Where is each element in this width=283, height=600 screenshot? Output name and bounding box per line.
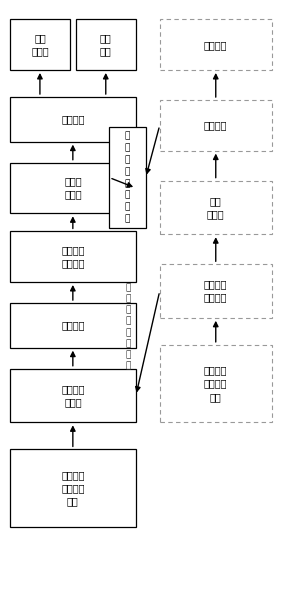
Bar	[160, 264, 272, 318]
Bar	[160, 100, 272, 151]
Bar	[109, 127, 146, 229]
Text: 回收
铝材: 回收 铝材	[100, 33, 112, 56]
Bar	[10, 97, 136, 142]
Bar	[10, 303, 136, 348]
Bar	[10, 163, 136, 214]
Bar	[10, 368, 136, 422]
Text: 碱洗废液
处理回收
系统: 碱洗废液 处理回收 系统	[61, 470, 85, 506]
Text: 水　　滤: 水 滤	[204, 121, 228, 130]
Bar	[160, 345, 272, 422]
Text: 水　　滤: 水 滤	[61, 115, 85, 124]
Bar	[10, 232, 136, 282]
Text: 酸　　液
压　　滤: 酸 液 压 滤	[204, 280, 228, 302]
Text: 加　碱
析　出: 加 碱 析 出	[64, 176, 82, 200]
Text: 固液
分离处: 固液 分离处	[207, 196, 225, 219]
Bar	[10, 19, 70, 70]
Text: 酸
洗
废
液
处
理
系
统: 酸 洗 废 液 处 理 系 统	[125, 284, 131, 370]
Text: 碱　　液: 碱 液	[61, 320, 85, 331]
Bar	[160, 181, 272, 235]
Bar	[76, 19, 136, 70]
Text: 蒸发浓缩
过滤收集: 蒸发浓缩 过滤收集	[61, 245, 85, 268]
Text: 酸洗　铝
基材料: 酸洗 铝 基材料	[61, 384, 85, 407]
Text: 去除
杂质水: 去除 杂质水	[31, 33, 49, 56]
Text: 煅　　烧: 煅 烧	[204, 40, 228, 50]
Text: 废
液
处
理
回
收
系
统: 废 液 处 理 回 收 系 统	[125, 132, 130, 223]
Text: 碱洗废液
处理回收
系统: 碱洗废液 处理回收 系统	[204, 365, 228, 402]
Bar	[10, 449, 136, 527]
Bar	[160, 19, 272, 70]
